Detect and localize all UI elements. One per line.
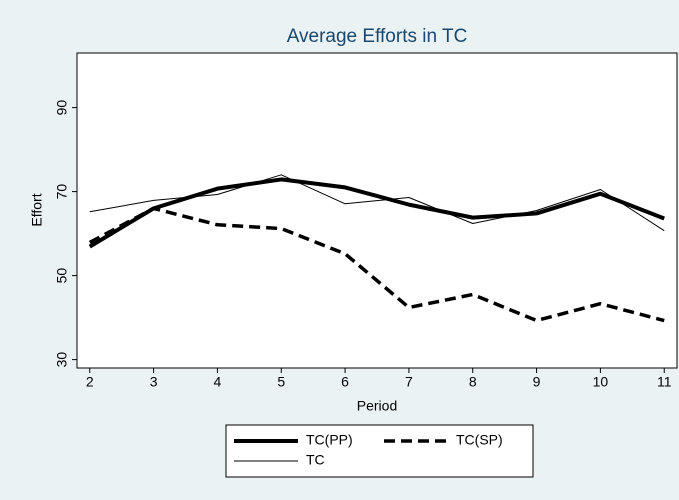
x-tick-label: 9 — [533, 374, 541, 390]
legend-label: TC(SP) — [456, 432, 503, 448]
y-tick-label: 50 — [54, 268, 70, 284]
x-tick-label: 2 — [86, 374, 94, 390]
line-series — [89, 174, 665, 232]
legend-label: TC(PP) — [306, 432, 353, 448]
line-series — [88, 177, 665, 249]
y-tick-label: 70 — [54, 184, 70, 200]
x-tick-label: 3 — [150, 374, 158, 390]
y-tick-label: 90 — [54, 100, 70, 116]
legend — [225, 424, 534, 478]
x-tick-label: 11 — [657, 374, 672, 390]
x-tick-label: 5 — [277, 374, 285, 390]
line-series — [88, 206, 665, 323]
x-tick-label: 7 — [405, 374, 413, 390]
y-axis-label: Effort — [29, 193, 45, 226]
x-tick-label: 4 — [214, 374, 222, 390]
y-tick-label: 30 — [54, 352, 70, 368]
chart-title: Average Efforts in TC — [287, 26, 468, 47]
x-tick-label: 6 — [341, 374, 349, 390]
x-tick-label: 8 — [469, 374, 477, 390]
x-axis-label: Period — [357, 398, 397, 414]
legend-label: TC — [306, 452, 325, 468]
plot-area — [76, 52, 678, 369]
x-tick-label: 10 — [593, 374, 609, 390]
